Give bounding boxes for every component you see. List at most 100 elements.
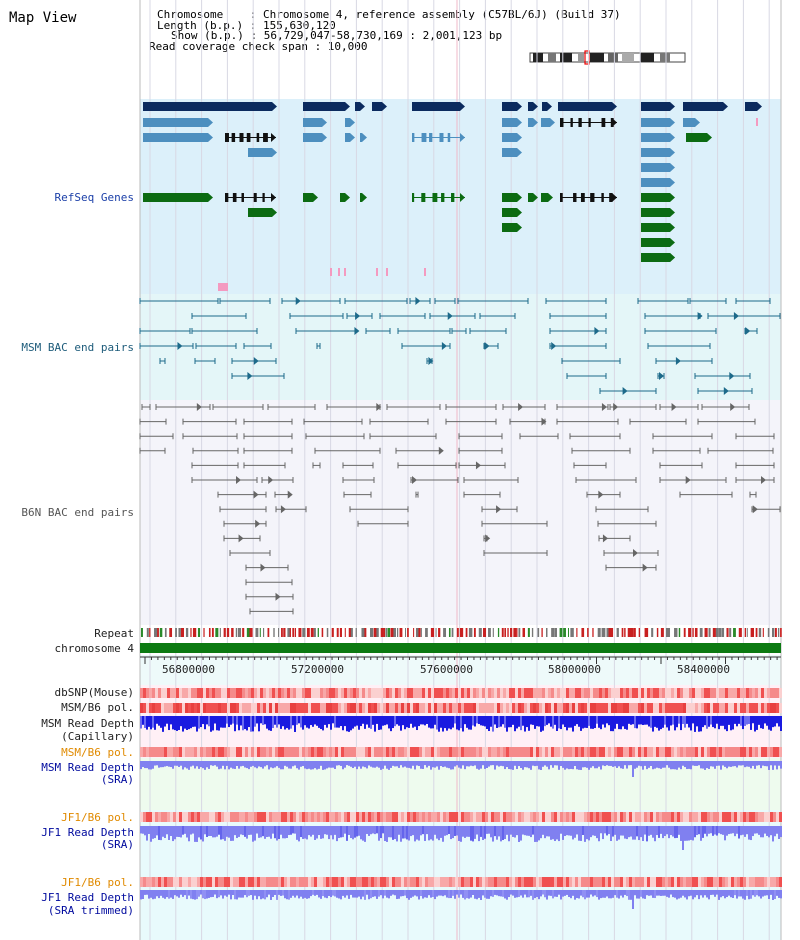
gene-feature	[560, 118, 617, 127]
gene-exon	[590, 193, 595, 202]
heat-cell	[629, 812, 632, 822]
depth-bar	[520, 826, 522, 841]
heat-cell	[377, 703, 380, 713]
chromosome-ideogram[interactable]	[529, 50, 686, 65]
heat-cell	[485, 703, 488, 713]
depth-bar	[670, 761, 672, 770]
depth-bar	[516, 761, 518, 770]
repeat-element	[478, 628, 482, 637]
depth-bar	[530, 716, 532, 725]
heat-cell	[389, 877, 392, 887]
depth-bar	[270, 826, 272, 839]
depth-bar	[142, 890, 144, 900]
heat-cell	[650, 877, 653, 887]
heat-cell	[362, 703, 365, 713]
heat-cell	[752, 812, 755, 822]
depth-bar	[298, 890, 300, 899]
depth-bar	[504, 716, 506, 728]
heat-cell	[368, 688, 371, 698]
repeat-element	[192, 628, 197, 637]
repeat-element	[563, 628, 566, 637]
gene-exon	[262, 193, 265, 202]
heat-cell	[620, 747, 623, 757]
heat-cell	[680, 747, 683, 757]
depth-bar	[364, 890, 366, 900]
heat-cell	[662, 877, 665, 887]
depth-bar	[740, 826, 742, 836]
heat-cell	[620, 812, 623, 822]
depth-bar	[194, 890, 196, 900]
heat-cell	[245, 877, 248, 887]
repeat-element	[239, 628, 242, 637]
depth-bar	[342, 826, 344, 838]
repeat-element	[448, 628, 451, 637]
bac-end-arrow	[253, 490, 259, 499]
heat-cell	[734, 747, 737, 757]
depth-bar	[708, 890, 710, 900]
heat-cell	[488, 747, 491, 757]
gene-exon	[641, 163, 670, 172]
heat-cell	[227, 703, 230, 713]
track-label-jf1-b6-pol: JF1/B6 pol.	[61, 811, 134, 824]
depth-bar	[638, 826, 640, 841]
heat-cell	[302, 703, 305, 713]
heat-cell	[665, 877, 668, 887]
depth-bar	[230, 890, 232, 900]
bac-end-pair	[652, 447, 701, 454]
depth-bar	[646, 761, 648, 770]
heat-cell	[608, 703, 611, 713]
depth-bar	[648, 761, 650, 768]
bac-end-pair	[231, 372, 285, 380]
depth-bar	[436, 761, 438, 767]
depth-bar	[534, 761, 536, 767]
heat-cell	[725, 703, 728, 713]
heat-cell	[398, 688, 401, 698]
depth-bar	[274, 890, 276, 895]
depth-bar	[324, 890, 326, 898]
heat-cell	[647, 877, 650, 887]
depth-bar	[718, 890, 720, 900]
depth-bar	[196, 716, 198, 732]
heat-cell	[641, 812, 644, 822]
heat-cell	[716, 812, 719, 822]
depth-bar	[150, 826, 152, 842]
depth-bar	[732, 890, 734, 898]
heat-cell	[524, 877, 527, 887]
depth-bar	[290, 716, 292, 729]
heat-cell	[245, 688, 248, 698]
depth-bar	[682, 761, 684, 766]
heat-cell	[647, 703, 650, 713]
depth-bar	[740, 716, 742, 726]
depth-bar	[776, 716, 778, 724]
depth-bar	[594, 890, 596, 896]
heat-cell	[155, 877, 158, 887]
heat-cell	[626, 812, 629, 822]
heat-cell	[434, 812, 437, 822]
heat-cell	[176, 812, 179, 822]
depth-bar	[706, 716, 708, 729]
heat-cell	[215, 747, 218, 757]
bac-end-arrow	[355, 312, 361, 320]
heat-cell	[518, 688, 521, 698]
bac-end-pair	[556, 403, 609, 411]
heat-cell	[596, 688, 599, 698]
depth-bar	[488, 761, 490, 767]
heat-cell	[614, 688, 617, 698]
heat-cell	[161, 877, 164, 887]
depth-bar	[176, 716, 178, 731]
track-label-jf1-depth-trim: JF1 Read Depth	[41, 891, 134, 904]
heat-cell	[425, 703, 428, 713]
depth-bar	[586, 716, 588, 728]
heat-cell	[386, 688, 389, 698]
heat-cell	[605, 812, 608, 822]
gene-exon	[641, 178, 670, 187]
depth-bar	[550, 890, 552, 896]
heat-cell	[437, 877, 440, 887]
heat-cell	[620, 703, 623, 713]
heat-cell	[599, 703, 602, 713]
depth-bar	[750, 890, 752, 899]
depth-bar	[456, 716, 458, 730]
depth-bar	[692, 761, 694, 766]
heat-cell	[566, 812, 569, 822]
